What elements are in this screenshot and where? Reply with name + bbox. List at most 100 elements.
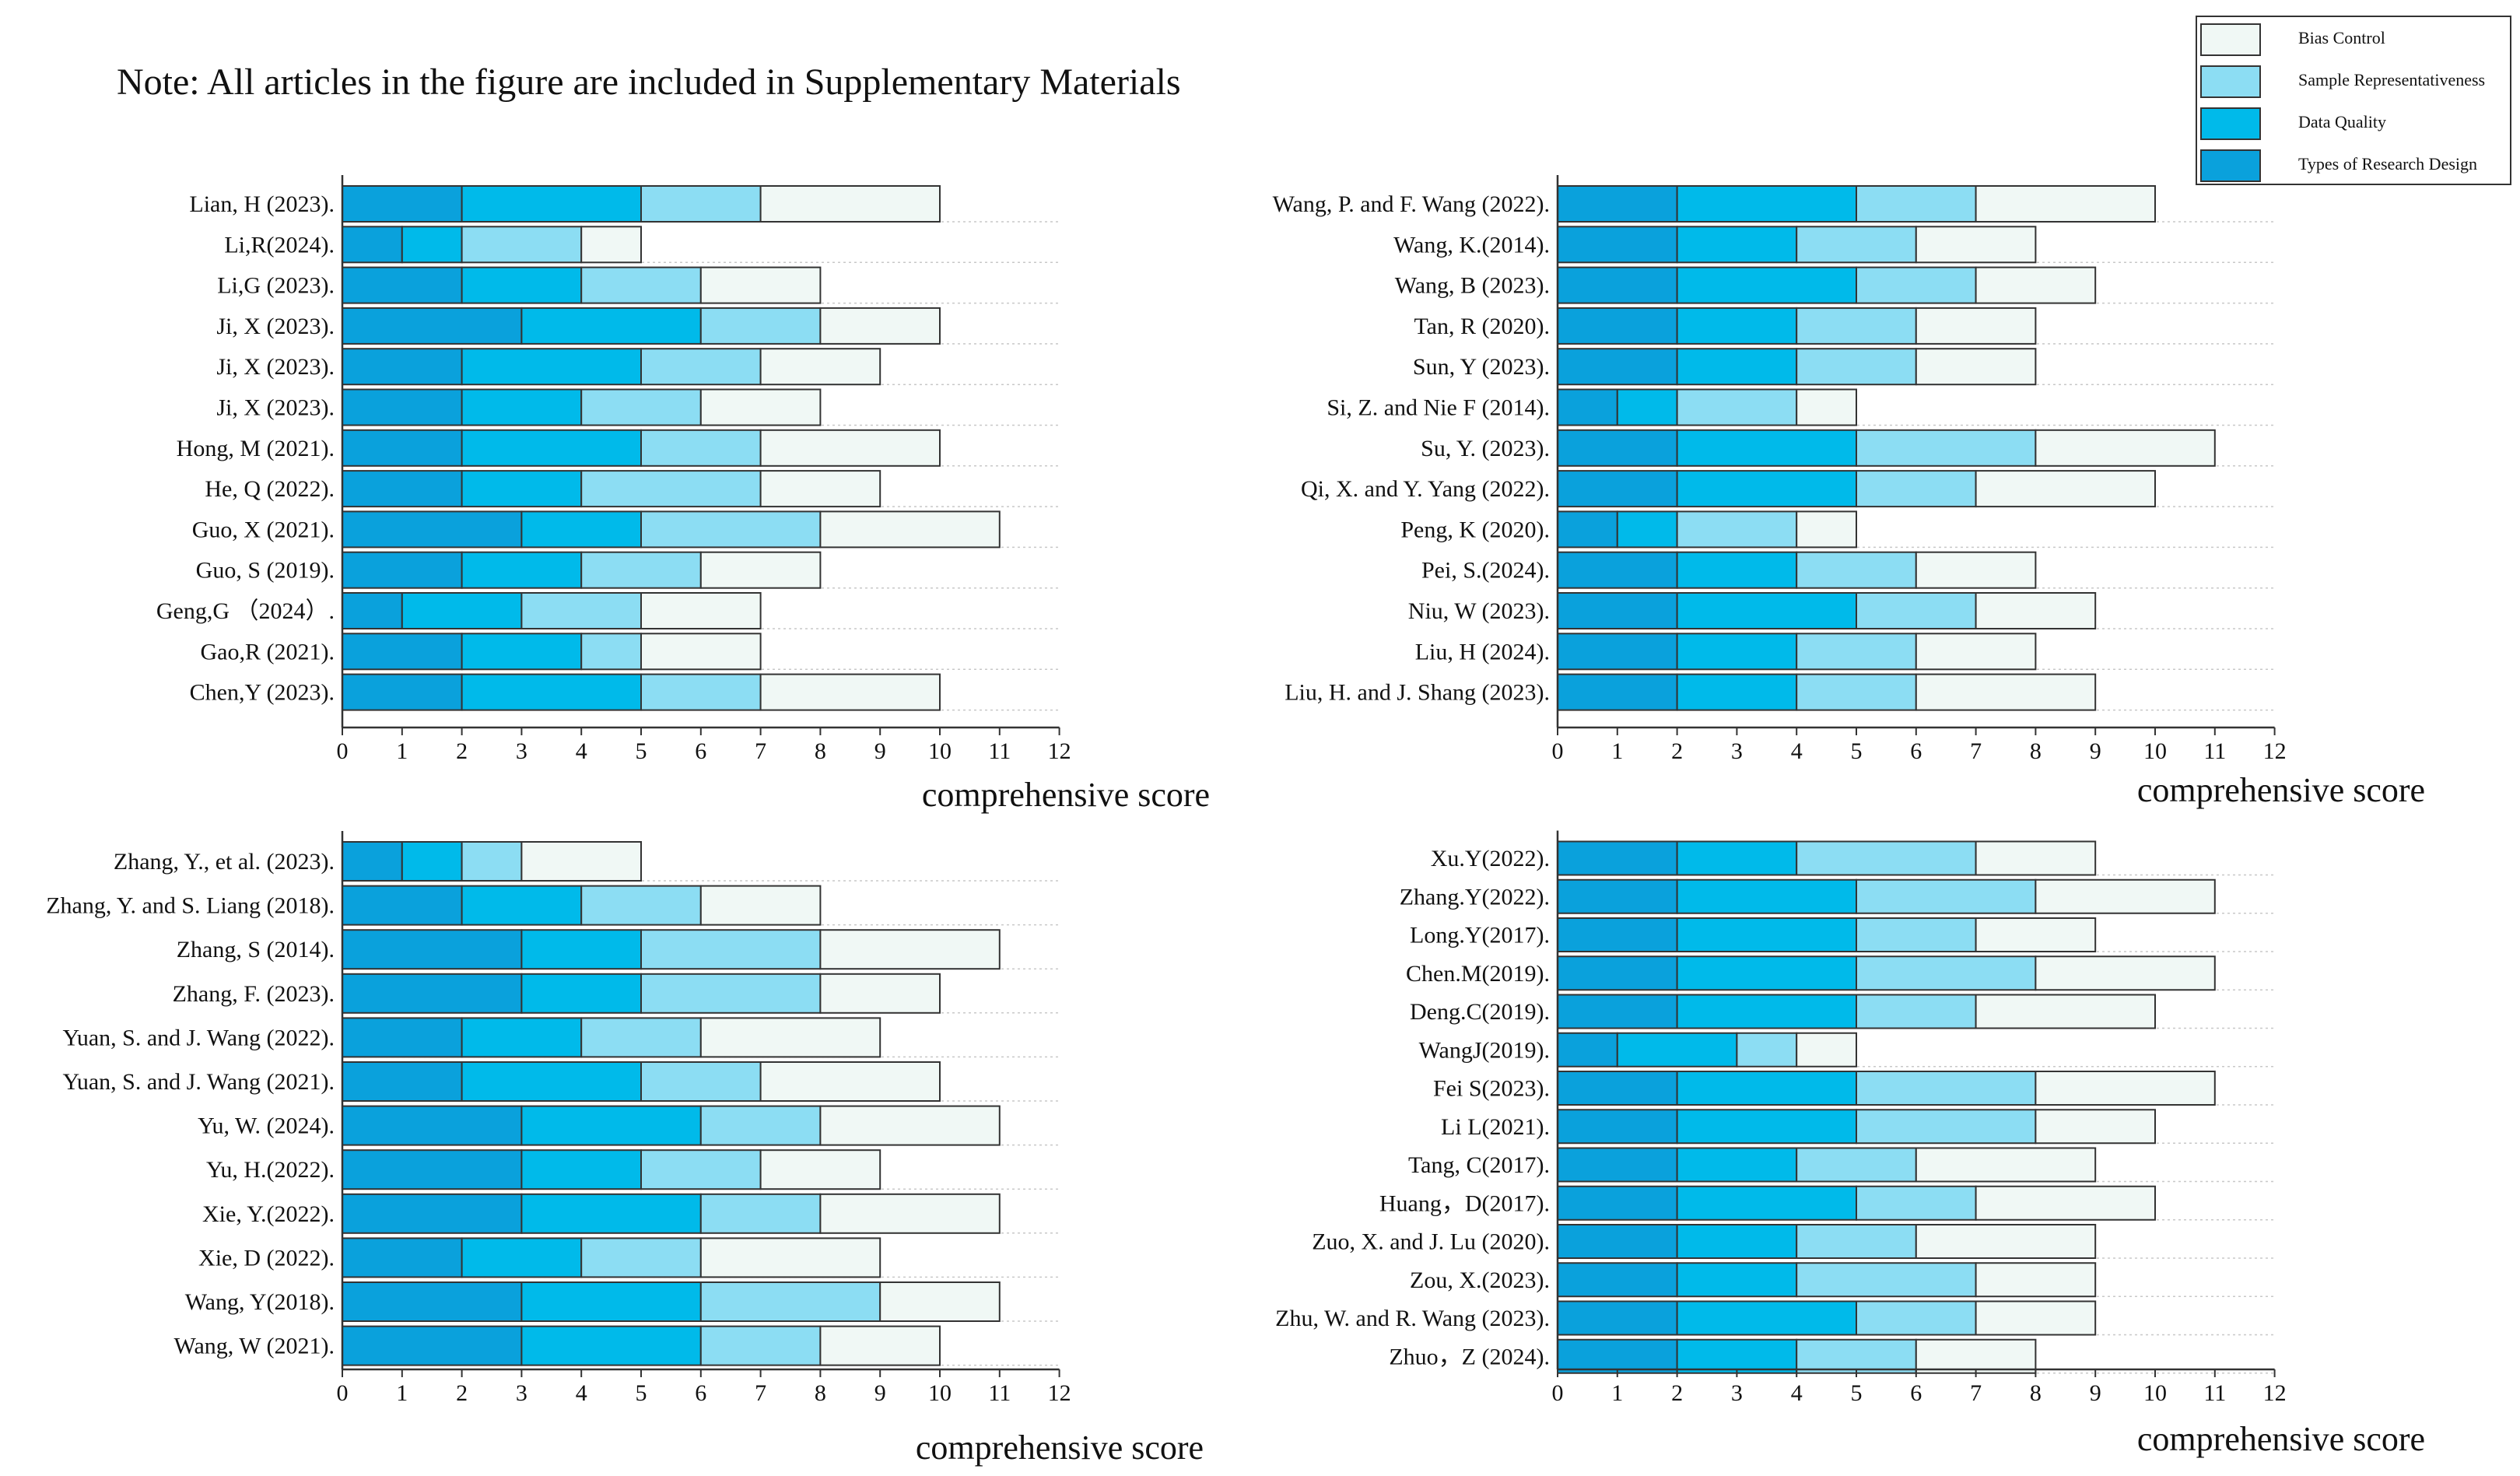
bar-segment-types-of-research-design xyxy=(1557,633,1678,671)
bar-segment-types-of-research-design xyxy=(1557,1300,1678,1336)
bar-segment-types-of-research-design xyxy=(342,388,463,426)
x-tick-label: 6 xyxy=(695,1380,706,1406)
category-label: Li,R(2024). xyxy=(224,232,335,258)
bar-segment-bias-control xyxy=(699,885,822,926)
category-label: Guo, X (2021). xyxy=(192,517,335,542)
bar-segment-data-quality xyxy=(1676,633,1798,671)
bar-segment-types-of-research-design xyxy=(1557,470,1678,508)
bar-segment-sample-representativeness xyxy=(580,1017,702,1058)
bar-segment-data-quality xyxy=(461,633,583,671)
bar-segment-bias-control xyxy=(819,1193,1001,1234)
bar-segment-data-quality xyxy=(1676,994,1858,1029)
bar-segment-bias-control xyxy=(1975,1300,2097,1336)
x-tick-label: 1 xyxy=(1611,1380,1623,1406)
bar-segment-bias-control xyxy=(699,266,822,304)
x-tick-label: 2 xyxy=(1671,1380,1683,1406)
bar-segment-data-quality xyxy=(461,1017,583,1058)
bar-segment-data-quality xyxy=(461,470,583,508)
bar-segment-data-quality xyxy=(401,841,463,882)
bar-segment-sample-representativeness xyxy=(1856,429,2037,467)
bar-segment-data-quality xyxy=(461,266,583,304)
chart-legend: Bias Control Sample Representativeness D… xyxy=(2196,16,2511,185)
category-label: Yuan, S. and J. Wang (2022). xyxy=(63,1025,335,1050)
bar-segment-types-of-research-design xyxy=(1557,673,1678,711)
x-tick-label: 10 xyxy=(928,738,952,764)
bar-segment-sample-representativeness xyxy=(640,510,822,549)
bar-segment-data-quality xyxy=(1676,1338,1798,1374)
x-axis-title: comprehensive score xyxy=(922,776,1210,814)
category-label: Long.Y(2017). xyxy=(1410,923,1550,948)
category-label: Xu.Y(2022). xyxy=(1431,846,1550,871)
bar-segment-data-quality xyxy=(520,929,643,970)
bar-segment-types-of-research-design xyxy=(342,929,523,970)
legend-item-bias-control: Bias Control xyxy=(2197,19,2510,61)
bar-segment-data-quality xyxy=(461,348,642,386)
x-tick-label: 11 xyxy=(988,738,1011,764)
bar-segment-sample-representativeness xyxy=(520,592,643,629)
bar-segment-types-of-research-design xyxy=(1557,917,1678,952)
bar-segment-bias-control xyxy=(1975,840,2097,876)
bar-segment-bias-control xyxy=(1796,1032,1857,1068)
category-label: Zuo, X. and J. Lu (2020). xyxy=(1312,1229,1550,1255)
x-tick-label: 6 xyxy=(1910,1380,1922,1406)
category-label: Pei, S.(2024). xyxy=(1421,558,1550,584)
bar-segment-bias-control xyxy=(759,429,941,467)
bar-segment-types-of-research-design xyxy=(342,185,463,223)
x-axis-title: comprehensive score xyxy=(916,1429,1204,1467)
bar-segment-data-quality xyxy=(1676,1185,1858,1221)
bar-segment-types-of-research-design xyxy=(342,551,463,589)
bar-segment-bias-control xyxy=(2035,955,2216,991)
category-label: Yuan, S. and J. Wang (2021). xyxy=(63,1069,335,1095)
bar-segment-bias-control xyxy=(1915,348,2037,386)
bar-segment-bias-control xyxy=(759,348,881,386)
bar-segment-data-quality xyxy=(1676,226,1798,264)
bar-segment-bias-control xyxy=(759,1061,941,1102)
legend-swatch-data-quality xyxy=(2200,107,2261,140)
legend-label-data-quality: Data Quality xyxy=(2298,112,2387,131)
bar-segment-types-of-research-design xyxy=(342,1237,463,1278)
category-label: Xie, D (2022). xyxy=(198,1245,335,1271)
category-label: Qi, X. and Y. Yang (2022). xyxy=(1301,476,1550,502)
x-tick-label: 12 xyxy=(2263,1380,2287,1406)
bar-segment-data-quality xyxy=(1676,429,1858,467)
bar-segment-sample-representativeness xyxy=(1796,1338,1917,1374)
category-label: Hong, M (2021). xyxy=(177,436,335,461)
bar-segment-sample-representativeness xyxy=(580,470,762,508)
x-tick-label: 6 xyxy=(1910,738,1922,764)
legend-item-data-quality: Data Quality xyxy=(2197,103,2510,145)
chart-panel-3: Zhang, Y., et al. (2023). Zhang, Y. and S… xyxy=(46,831,1204,1467)
bar-segment-sample-representativeness xyxy=(1856,917,1977,952)
bar-segment-types-of-research-design xyxy=(1557,1338,1678,1374)
bar-segment-sample-representativeness xyxy=(699,1325,822,1366)
category-label: Huang，D(2017). xyxy=(1379,1190,1550,1216)
x-tick-label: 7 xyxy=(1970,1380,1982,1406)
x-tick-label: 8 xyxy=(815,1380,826,1406)
bar-segment-data-quality xyxy=(1676,917,1858,952)
legend-label-types-of-research-design: Types of Research Design xyxy=(2298,154,2478,174)
bar-segment-sample-representativeness xyxy=(1676,510,1798,549)
bar-segment-bias-control xyxy=(699,1017,881,1058)
bar-segment-bias-control xyxy=(1915,226,2037,264)
bar-segment-data-quality xyxy=(1676,551,1798,589)
bar-segment-types-of-research-design xyxy=(342,592,403,629)
bar-segment-types-of-research-design xyxy=(1557,226,1678,264)
bar-segment-types-of-research-design xyxy=(1557,1032,1618,1068)
bar-segment-data-quality xyxy=(1676,1109,1858,1145)
bar-segment-types-of-research-design xyxy=(342,307,523,345)
category-label: Ji, X (2023). xyxy=(216,354,335,380)
bar-segment-sample-representativeness xyxy=(1796,1224,1917,1259)
bar-segment-sample-representativeness xyxy=(580,551,702,589)
bar-segment-data-quality xyxy=(1616,1032,1738,1068)
bar-segment-data-quality xyxy=(1616,388,1678,426)
x-tick-label: 1 xyxy=(396,738,408,764)
bar-segment-data-quality xyxy=(401,226,463,264)
bar-segment-types-of-research-design xyxy=(1557,551,1678,589)
category-label: Gao,R (2021). xyxy=(201,639,335,664)
x-tick-label: 2 xyxy=(456,738,468,764)
bar-segment-data-quality xyxy=(461,1061,642,1102)
category-label: Zou, X.(2023). xyxy=(1410,1267,1550,1293)
x-tick-label: 7 xyxy=(755,738,766,764)
bar-segment-bias-control xyxy=(819,510,1001,549)
category-label: Ji, X (2023). xyxy=(216,395,335,421)
bar-segment-bias-control xyxy=(759,1149,881,1190)
